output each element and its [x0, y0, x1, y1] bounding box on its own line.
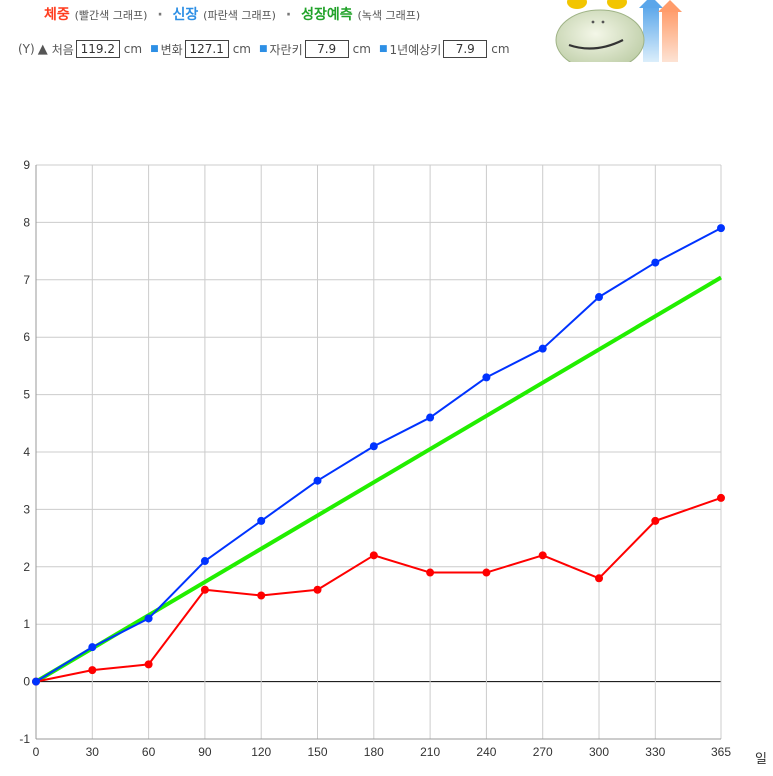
x-tick-label: 210	[420, 745, 440, 759]
series-line-0	[35, 227, 722, 683]
grown-unit: cm	[352, 42, 371, 56]
series-line-2	[34, 275, 723, 684]
y-tick-label: -1	[19, 732, 30, 746]
stats-line: (Y) ▲ 처음 119.2 cm ■ 변화 127.1 cm ■ 자란키 7.…	[18, 40, 512, 58]
weight-legend-note: (빨간색 그래프)	[74, 9, 148, 22]
data-point-0	[257, 516, 266, 525]
data-point-1	[595, 574, 604, 583]
change-value-field: 127.1	[184, 40, 229, 58]
data-point-1	[717, 493, 725, 502]
bullet-icon: ■	[378, 44, 388, 54]
data-point-0	[426, 413, 435, 422]
x-tick-label: 120	[251, 745, 271, 759]
y-tick-label: 6	[23, 330, 30, 344]
mascot-illustration	[555, 0, 682, 62]
y-tick-label: 7	[23, 273, 30, 287]
data-point-1	[426, 568, 435, 577]
bullet-icon: ■	[150, 44, 159, 54]
data-point-0	[313, 476, 322, 485]
x-tick-label: 330	[645, 745, 665, 759]
data-point-1	[313, 585, 322, 594]
series-line-1	[35, 496, 722, 683]
data-point-1	[200, 585, 209, 594]
y-tick-label: 4	[23, 445, 30, 459]
data-point-0	[482, 373, 491, 382]
first-value-field: 119.2	[75, 40, 120, 58]
x-tick-label: 30	[86, 745, 100, 759]
forecast-legend-note: (녹색 그래프)	[357, 9, 421, 22]
weight-legend-label: 체중	[44, 7, 70, 23]
x-tick-label: 365	[711, 745, 731, 759]
y-tick-label: 2	[23, 560, 30, 574]
data-point-1	[144, 660, 153, 669]
x-tick-label: 270	[533, 745, 553, 759]
data-point-1	[651, 516, 660, 525]
data-point-0	[595, 293, 604, 302]
data-point-1	[538, 551, 547, 560]
year-label: 1년예상키	[389, 42, 442, 57]
x-tick-label: 150	[307, 745, 327, 759]
data-point-0	[538, 344, 547, 353]
change-unit: cm	[232, 42, 251, 56]
y-tick-label: 3	[23, 502, 30, 516]
data-point-1	[88, 666, 97, 675]
up-arrow-icon: ▲	[37, 41, 48, 57]
year-value-field: 7.9	[443, 40, 488, 58]
forecast-legend-label: 성장예측	[301, 7, 353, 23]
data-point-0	[32, 677, 40, 686]
x-tick-label: 90	[198, 745, 212, 759]
grown-label: 자란키	[269, 42, 303, 57]
y-tick-label: 8	[23, 215, 30, 229]
height-legend-label: 신장	[172, 7, 199, 23]
first-label: 처음	[51, 42, 74, 57]
x-tick-label: 60	[142, 745, 156, 759]
y-tick-label: 9	[23, 158, 30, 172]
legend-separator: ·	[285, 7, 292, 23]
x-tick-label: 180	[364, 745, 384, 759]
x-tick-label: 240	[476, 745, 496, 759]
data-point-1	[482, 568, 491, 577]
data-point-0	[717, 224, 725, 233]
y-marker: (Y)	[18, 42, 35, 56]
legend-line: 체중 (빨간색 그래프) · 신장 (파란색 그래프) · 성장예측 (녹색 그…	[44, 4, 420, 24]
data-point-0	[369, 442, 378, 451]
height-legend-note: (파란색 그래프)	[203, 9, 276, 22]
data-point-0	[88, 643, 97, 652]
bullet-icon: ■	[259, 44, 268, 54]
change-label: 변화	[160, 42, 183, 57]
first-unit: cm	[123, 42, 143, 56]
y-tick-label: 0	[23, 675, 30, 689]
data-point-1	[369, 551, 378, 560]
year-unit: cm	[491, 42, 510, 56]
grown-value-field: 7.9	[304, 40, 349, 58]
x-tick-label: 300	[589, 745, 609, 759]
y-tick-label: 5	[23, 388, 30, 402]
data-point-0	[651, 258, 660, 267]
x-axis-unit: 일	[755, 751, 767, 766]
x-tick-label: 0	[33, 745, 40, 759]
y-tick-label: 1	[23, 617, 30, 631]
data-point-1	[257, 591, 266, 600]
legend-separator: ·	[157, 7, 163, 23]
data-point-0	[200, 557, 209, 566]
data-point-0	[144, 614, 153, 623]
